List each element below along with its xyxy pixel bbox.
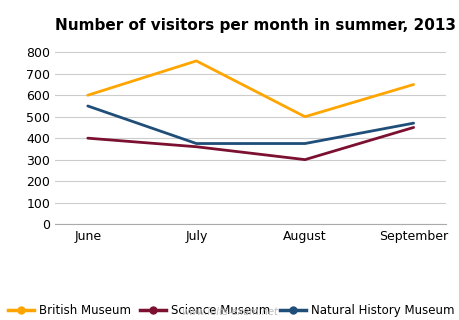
Legend: British Museum, Science Museum, Natural History Museum: British Museum, Science Museum, Natural … <box>4 299 458 320</box>
Text: www.ielts-exam.net: www.ielts-exam.net <box>181 307 278 317</box>
Text: Number of visitors per month in summer, 2013 (in thousands): Number of visitors per month in summer, … <box>55 19 459 34</box>
